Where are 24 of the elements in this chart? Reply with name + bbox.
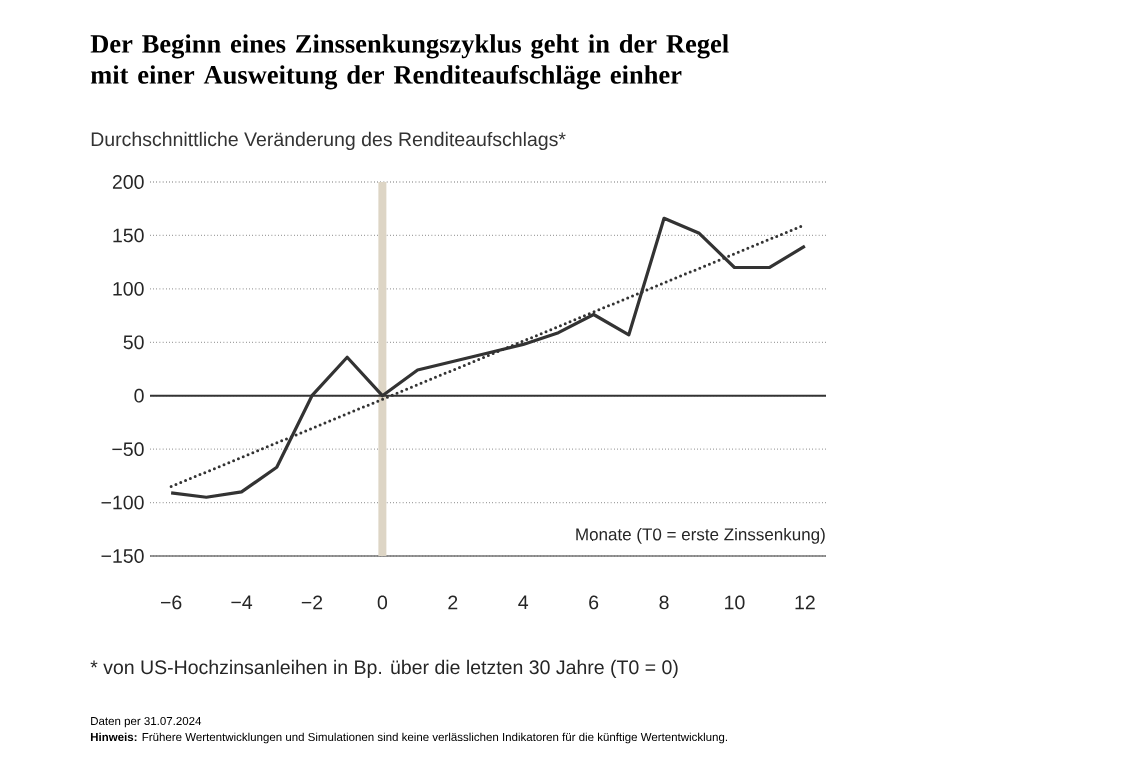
text: * von US-Hochzinsanleihen in Bp. über die letzten 30 Jahre (T0 = 0) [90, 659, 678, 679]
x-tick-label: −4 [231, 595, 253, 609]
x-tick-label: 10 [725, 595, 745, 610]
x-tick-label: 0 [377, 595, 388, 610]
y-tick-label: 50 [123, 335, 144, 350]
x-tick-label: 4 [518, 595, 529, 609]
chart-subtitle: Durchschnittliche Veränderung des Renditeaufschlags* [91, 131, 566, 151]
y-tick-label: −150 [101, 549, 144, 563]
chart-title: Der Beginn eines Zinssenkungszyklus geht in der Regel mit einer Ausweitung der Renditeaufschläge einher [90, 34, 729, 90]
x-axis-title: Monate (T0 = erste Zinssenkung) [576, 527, 825, 544]
x-tick-label: 8 [659, 595, 669, 610]
x-tick-label: 6 [589, 595, 599, 610]
y-tick-label: −100 [101, 495, 144, 510]
y-tick-label: 100 [113, 281, 144, 296]
x-tick-label: 12 [795, 595, 815, 610]
y-tick-label: 200 [112, 175, 144, 189]
x-tick-label: 2 [448, 595, 458, 610]
y-tick-label: 150 [113, 228, 144, 243]
y-tick-label: −50 [112, 442, 144, 457]
x-tick-label: −6 [160, 595, 182, 610]
text: Daten per 31.07.2024 [91, 716, 202, 728]
x-tick-label: −2 [301, 595, 323, 610]
y-tick-label: 0 [134, 388, 144, 403]
text: Hinweis: Frühere Wertentwicklungen und Simulationen sind keine verlässlichen Indikatoren für die künftige Wertentwicklung. [90, 732, 727, 744]
